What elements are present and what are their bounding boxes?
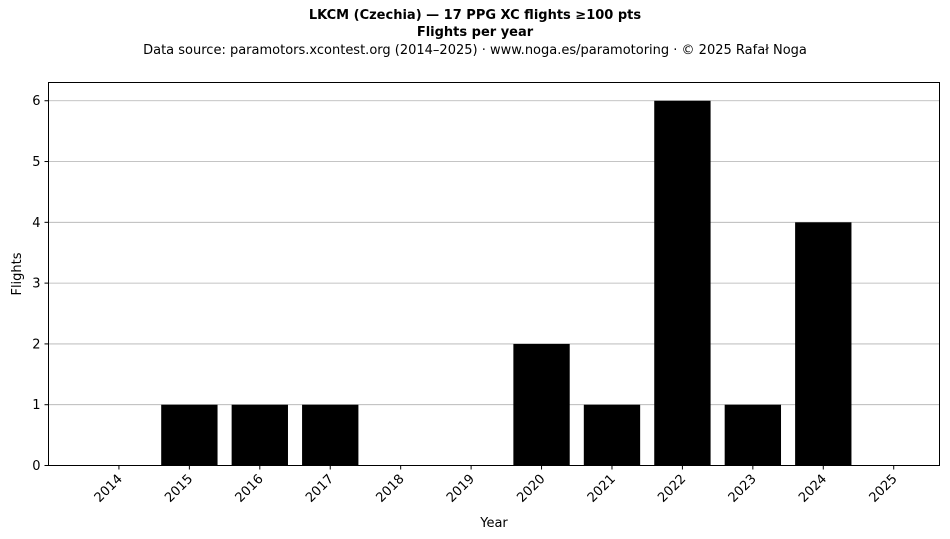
x-tick-label-2021: 2021 bbox=[585, 472, 619, 506]
x-tick-label-2016: 2016 bbox=[233, 472, 267, 506]
x-tick-label-2014: 2014 bbox=[92, 472, 126, 506]
bars bbox=[161, 100, 852, 466]
chart-title: LKCM (Czechia) — 17 PPG XC flights ≥100 … bbox=[308, 8, 642, 23]
bar-2020 bbox=[513, 343, 570, 466]
bar-2022 bbox=[654, 100, 711, 466]
x-tick-label-2015: 2015 bbox=[162, 472, 196, 506]
chart-subtitle: Flights per year bbox=[416, 25, 534, 40]
y-tick-label: 1 bbox=[32, 398, 40, 413]
x-tick-label-2022: 2022 bbox=[655, 472, 689, 506]
bar-2016 bbox=[231, 404, 288, 466]
y-axis: 0 1 2 3 4 5 6 bbox=[32, 94, 49, 474]
x-axis-label: Year bbox=[479, 516, 508, 531]
x-tick-label-2018: 2018 bbox=[373, 472, 407, 506]
bar-2024 bbox=[795, 222, 852, 466]
plot-frame bbox=[48, 82, 940, 466]
y-tick-label: 4 bbox=[32, 216, 40, 231]
y-tick-label: 0 bbox=[32, 459, 40, 474]
bar-2015 bbox=[161, 404, 218, 466]
bar-2017 bbox=[302, 404, 359, 466]
bar-2023 bbox=[724, 404, 782, 466]
y-tick-label: 5 bbox=[32, 155, 40, 170]
y-axis-label: Flights bbox=[10, 252, 25, 295]
y-tick-label: 2 bbox=[32, 337, 40, 352]
y-tick-label: 3 bbox=[32, 277, 40, 292]
x-tick-label-2024: 2024 bbox=[796, 472, 830, 506]
x-tick-label-2017: 2017 bbox=[303, 472, 337, 506]
x-tick-label-2020: 2020 bbox=[514, 472, 548, 506]
bar-2021 bbox=[583, 404, 641, 466]
x-tick-label-2023: 2023 bbox=[726, 472, 760, 506]
x-tick-label-2019: 2019 bbox=[444, 472, 478, 506]
x-axis: 2014 2015 2016 2017 2018 2019 2020 2021 2022 2023… bbox=[92, 465, 901, 506]
chart-source-line: Data source: paramotors.xcontest.org (20… bbox=[143, 43, 807, 58]
x-tick-label-2025: 2025 bbox=[867, 472, 901, 506]
y-tick-label: 6 bbox=[32, 94, 40, 109]
